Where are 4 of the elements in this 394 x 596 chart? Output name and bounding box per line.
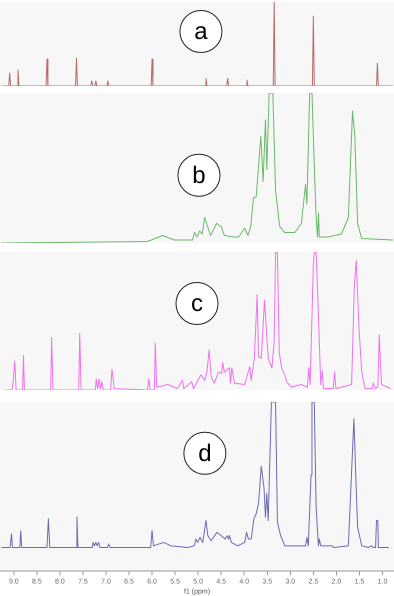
annotation: c: [191, 290, 203, 318]
annotation: a: [194, 18, 208, 46]
annotation: b: [192, 162, 206, 189]
annotation: d: [198, 440, 212, 467]
